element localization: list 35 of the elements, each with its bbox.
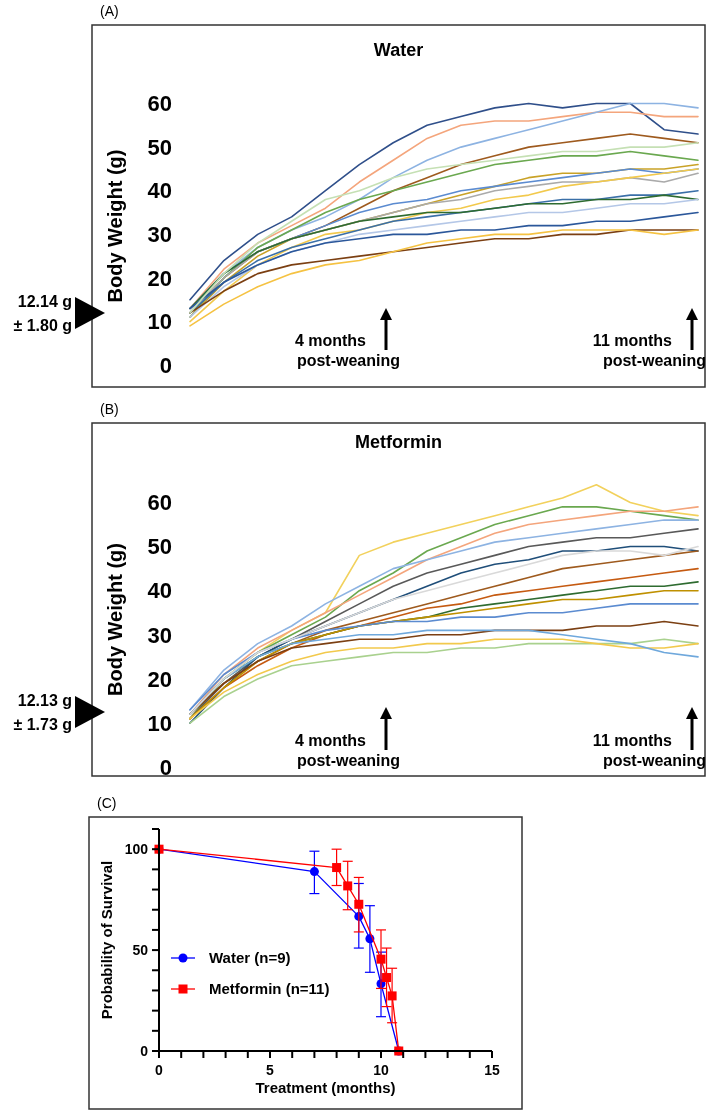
x-tick-label: 5 — [266, 1062, 275, 1078]
y-tick-label: 0 — [159, 754, 172, 780]
y-tick-label: 20 — [147, 265, 172, 291]
y-tick-label: 60 — [147, 91, 172, 117]
text: (A) — [100, 3, 119, 19]
y-tick-label: 40 — [147, 178, 172, 204]
y-tick-label: 30 — [147, 222, 172, 248]
y-axis-title: Probability of Survival — [98, 860, 115, 1020]
text: (B) — [100, 401, 119, 417]
x-tick-label: 15 — [484, 1062, 500, 1078]
x-tick-label: 10 — [373, 1062, 389, 1078]
legend-label: Water (n=9) — [209, 949, 291, 967]
y-tick-label: 40 — [147, 578, 172, 604]
annotation: 4 months post-weaning — [294, 332, 400, 369]
legend-label: Metformin (n=11) — [209, 980, 330, 998]
y-tick-label: 10 — [147, 309, 172, 335]
y-tick-label: 0 — [159, 352, 172, 378]
text: 12.13 g ± 1.73 g — [13, 692, 72, 733]
y-tick-label: 50 — [132, 941, 149, 958]
y-tick-label: 10 — [147, 710, 172, 736]
y-axis-title: Body Weight (g) — [104, 543, 126, 696]
text: Metformin — [355, 432, 442, 452]
y-tick-label: 50 — [147, 534, 172, 560]
text: Water — [373, 40, 424, 60]
y-tick-label: 30 — [147, 622, 172, 648]
y-tick-label: 20 — [147, 666, 172, 692]
text: (C) — [97, 795, 117, 811]
y-tick-label: 60 — [147, 490, 172, 516]
x-axis-title: Treatment (months) — [255, 1079, 396, 1096]
y-axis-title: Body Weight (g) — [104, 149, 126, 303]
y-tick-label: 0 — [140, 1042, 149, 1059]
annotation: 4 months post-weaning — [294, 732, 400, 769]
y-tick-label: 100 — [124, 841, 149, 858]
y-tick-label: 50 — [147, 134, 172, 160]
text: 12.14 g ± 1.80 g — [13, 293, 72, 334]
